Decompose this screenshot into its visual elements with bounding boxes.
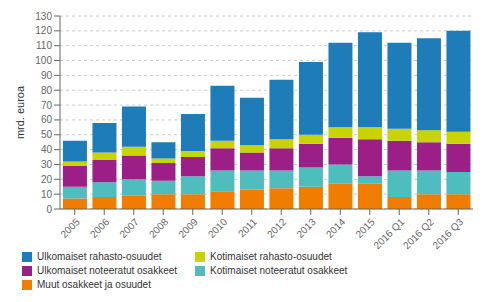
- svg-text:20: 20: [41, 174, 53, 185]
- svg-text:80: 80: [41, 85, 53, 96]
- svg-text:130: 130: [35, 11, 52, 22]
- svg-text:2014: 2014: [324, 216, 348, 240]
- svg-text:90: 90: [41, 70, 53, 81]
- svg-text:120: 120: [35, 25, 52, 36]
- svg-text:2008: 2008: [147, 216, 171, 240]
- svg-text:70: 70: [41, 100, 53, 111]
- html-text:Kotimaiset rahasto-osuudet: Kotimaiset rahasto-osuudet: [210, 251, 332, 262]
- svg-text:30: 30: [41, 159, 53, 170]
- svg-text:50: 50: [41, 129, 53, 140]
- svg-text:2013: 2013: [294, 216, 318, 240]
- svg-text:40: 40: [41, 144, 53, 155]
- svg-text:0: 0: [46, 204, 52, 215]
- html-text:Ulkomaiset noteeratut osakkeet: Ulkomaiset noteeratut osakkeet: [37, 265, 178, 276]
- html-text:Ulkomaiset rahasto-osuudet: Ulkomaiset rahasto-osuudet: [37, 251, 162, 262]
- svg-text:110: 110: [36, 40, 52, 51]
- svg-text:100: 100: [35, 55, 52, 66]
- svg-text:2007: 2007: [117, 216, 141, 240]
- svg-text:2016 Q1: 2016 Q1: [371, 216, 406, 251]
- html-text:Kotimaiset noteeratut osakkeet: Kotimaiset noteeratut osakkeet: [210, 265, 348, 276]
- svg-text:60: 60: [41, 114, 53, 125]
- svg-text:2011: 2011: [236, 216, 259, 239]
- svg-text:2015: 2015: [353, 216, 377, 240]
- svg-text:2009: 2009: [176, 216, 200, 240]
- svg-text:2005: 2005: [58, 216, 82, 240]
- svg-text:2006: 2006: [88, 216, 112, 240]
- svg-text:2016 Q2: 2016 Q2: [401, 216, 436, 251]
- html-text:Muut osakkeet ja osuudet: Muut osakkeet ja osuudet: [37, 279, 151, 290]
- svg-text:2016 Q3: 2016 Q3: [430, 216, 465, 251]
- svg-text:2010: 2010: [206, 216, 230, 240]
- svg-text:2012: 2012: [265, 216, 289, 240]
- svg-text:mrd. euroa: mrd. euroa: [14, 85, 26, 139]
- svg-text:10: 10: [41, 189, 53, 200]
